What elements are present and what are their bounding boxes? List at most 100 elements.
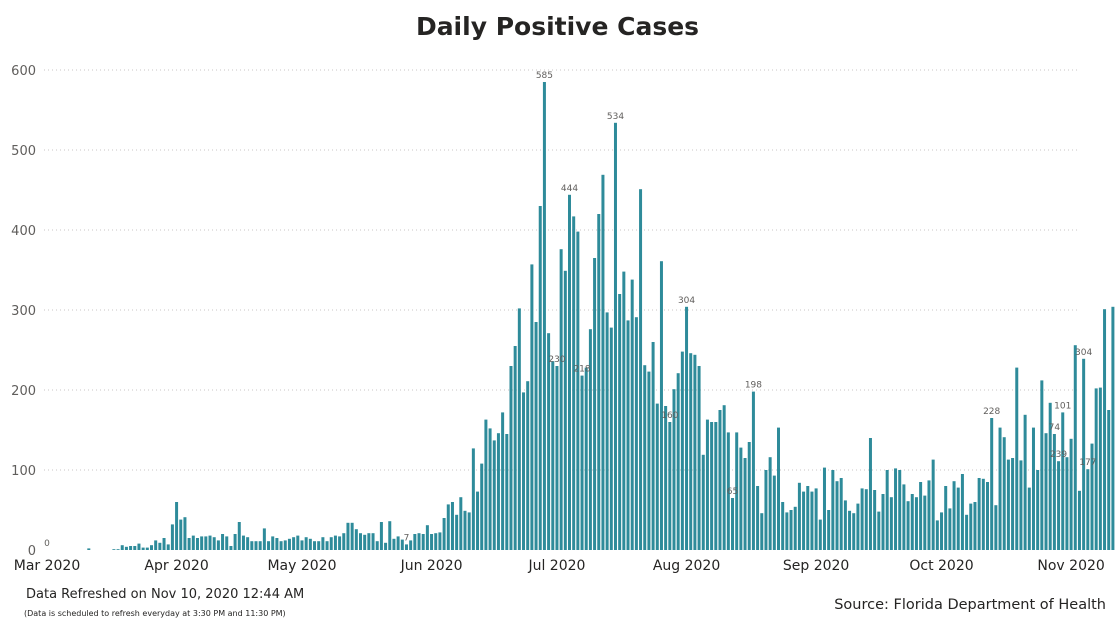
bar[interactable]: [572, 216, 576, 550]
bar[interactable]: [476, 491, 480, 550]
bar[interactable]: [438, 532, 442, 550]
bar[interactable]: [304, 537, 308, 550]
bar[interactable]: [605, 312, 609, 550]
bar[interactable]: [735, 432, 739, 550]
bar[interactable]: [588, 329, 592, 550]
bar[interactable]: [321, 537, 325, 550]
bar[interactable]: [216, 540, 220, 550]
bar[interactable]: [367, 533, 371, 550]
bar[interactable]: [513, 346, 517, 550]
bar[interactable]: [208, 535, 212, 550]
bar[interactable]: [292, 537, 296, 550]
bar[interactable]: [133, 546, 137, 550]
bar[interactable]: [534, 322, 538, 550]
bar[interactable]: [835, 481, 839, 550]
bar[interactable]: [375, 541, 379, 550]
bar[interactable]: [597, 214, 601, 550]
bar[interactable]: [868, 438, 872, 550]
bar[interactable]: [137, 543, 141, 550]
bar[interactable]: [542, 82, 546, 550]
bar[interactable]: [718, 410, 722, 550]
bar[interactable]: [233, 534, 237, 550]
bar[interactable]: [384, 542, 388, 550]
bar[interactable]: [1111, 306, 1115, 550]
bar[interactable]: [814, 488, 818, 550]
bar[interactable]: [413, 534, 417, 550]
bar[interactable]: [705, 419, 709, 550]
bar[interactable]: [747, 442, 751, 550]
bar[interactable]: [166, 544, 170, 550]
bar[interactable]: [613, 122, 617, 551]
bar[interactable]: [547, 333, 551, 550]
bar[interactable]: [283, 540, 287, 550]
bar[interactable]: [580, 375, 584, 550]
bar[interactable]: [843, 500, 847, 550]
bar[interactable]: [1048, 402, 1052, 550]
bar[interactable]: [781, 502, 785, 550]
bar[interactable]: [329, 537, 333, 550]
bar[interactable]: [739, 447, 743, 550]
bar[interactable]: [969, 503, 973, 550]
bar[interactable]: [647, 371, 651, 550]
bar[interactable]: [1082, 358, 1086, 550]
bar[interactable]: [417, 533, 421, 550]
bar[interactable]: [141, 547, 145, 550]
bar[interactable]: [990, 418, 994, 550]
bar[interactable]: [919, 482, 923, 550]
bar[interactable]: [668, 422, 672, 550]
bar[interactable]: [162, 538, 166, 550]
bar[interactable]: [559, 249, 563, 550]
bar[interactable]: [680, 351, 684, 550]
bar[interactable]: [258, 541, 262, 550]
bar[interactable]: [697, 366, 701, 550]
bar[interactable]: [751, 391, 755, 550]
bar[interactable]: [701, 454, 705, 550]
bar[interactable]: [1103, 309, 1107, 550]
bar[interactable]: [480, 463, 484, 550]
bar[interactable]: [505, 434, 509, 550]
bar[interactable]: [914, 497, 918, 550]
bar[interactable]: [317, 541, 321, 550]
bar[interactable]: [517, 308, 521, 550]
bar[interactable]: [526, 381, 530, 550]
bar[interactable]: [655, 403, 659, 550]
bar[interactable]: [756, 486, 760, 550]
bar[interactable]: [689, 353, 693, 550]
bar[interactable]: [626, 320, 630, 550]
bar[interactable]: [175, 502, 179, 550]
bar[interactable]: [471, 448, 475, 550]
bar[interactable]: [1027, 487, 1031, 550]
bar[interactable]: [158, 542, 162, 550]
bar[interactable]: [672, 389, 676, 550]
bar[interactable]: [584, 367, 588, 550]
bar[interactable]: [371, 533, 375, 550]
bar[interactable]: [931, 459, 935, 550]
bar[interactable]: [296, 535, 300, 550]
bar[interactable]: [827, 510, 831, 550]
bar[interactable]: [379, 522, 383, 550]
bar[interactable]: [112, 549, 116, 550]
bar[interactable]: [346, 522, 350, 550]
bar[interactable]: [388, 521, 392, 550]
bar[interactable]: [421, 534, 425, 550]
bar[interactable]: [948, 508, 952, 550]
bar[interactable]: [551, 361, 555, 550]
bar[interactable]: [764, 470, 768, 550]
bar[interactable]: [279, 541, 283, 550]
bar[interactable]: [860, 488, 864, 550]
bar[interactable]: [509, 366, 513, 550]
bar[interactable]: [802, 491, 806, 550]
bar[interactable]: [271, 536, 275, 550]
bar[interactable]: [822, 467, 826, 550]
bar[interactable]: [563, 270, 567, 550]
bar[interactable]: [576, 231, 580, 550]
bar[interactable]: [538, 206, 542, 550]
bar[interactable]: [1006, 459, 1010, 550]
bar[interactable]: [124, 546, 128, 550]
bar[interactable]: [994, 505, 998, 550]
bar[interactable]: [864, 489, 868, 550]
bar[interactable]: [793, 506, 797, 550]
bar[interactable]: [275, 538, 279, 550]
bar[interactable]: [906, 501, 910, 550]
bar[interactable]: [894, 468, 898, 550]
